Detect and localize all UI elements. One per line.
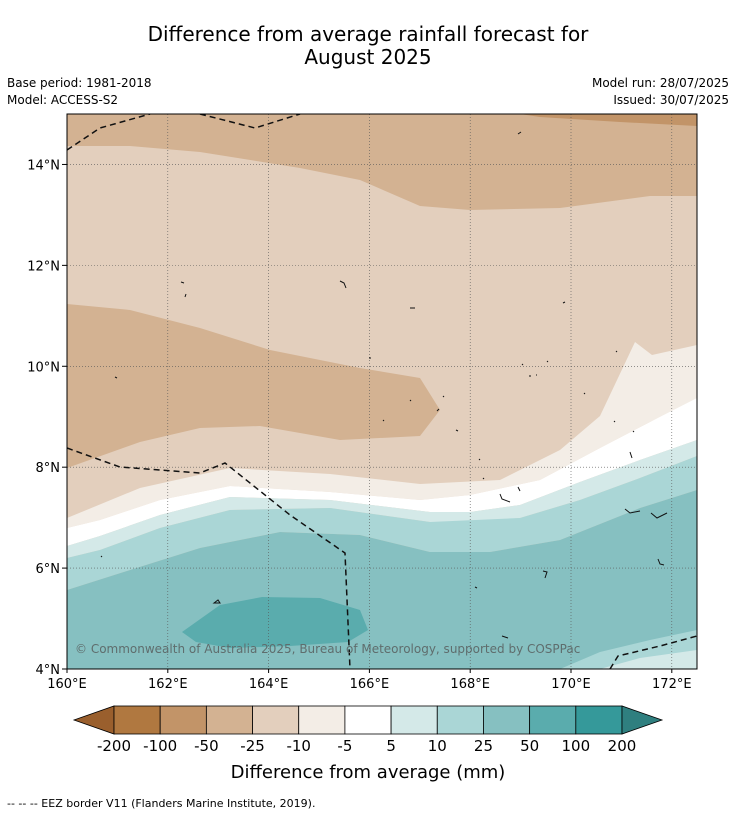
eez-footnote: -- -- -- EEZ border V11 (Flanders Marine…	[7, 797, 316, 810]
island-outline	[100, 555, 548, 639]
colorbar-high-extension	[621, 705, 664, 735]
island-outline	[180, 280, 347, 298]
colorbar-swatch	[575, 705, 623, 735]
eez-border-segment	[67, 447, 351, 669]
longitude-tick-label: 170°E	[551, 677, 591, 692]
colorbar-tick-label: 5	[386, 737, 396, 755]
contour-band-south-5-10	[600, 650, 697, 669]
longitude-tick-label: 164°E	[249, 677, 289, 692]
colorbar-tick-label: 50	[520, 737, 539, 755]
map-figure: © Commonwealth of Australia 2025, Bureau…	[27, 113, 698, 783]
latitude-axis: 14°N 12°N 10°N 8°N 6°N 4°N	[27, 158, 67, 678]
longitude-axis: 160°E 162°E 164°E 166°E 168°E 170°E 172°E	[47, 669, 692, 692]
eez-border-segment	[67, 114, 151, 151]
map-gridlines	[67, 114, 697, 669]
colorbar-swatch	[205, 705, 253, 735]
latitude-tick-label: 14°N	[27, 158, 60, 173]
colorbar-swatch	[298, 705, 346, 735]
colorbar-label: Difference from average (mm)	[231, 762, 506, 783]
contour-band-minus5-minus10	[67, 342, 697, 528]
colorbar-swatch	[529, 705, 577, 735]
latitude-tick-label: 4°N	[36, 663, 61, 678]
map-frame	[66, 113, 698, 670]
colorbar-tick-label: -50	[194, 737, 219, 755]
contour-band-north-minus25-minus50	[67, 114, 697, 210]
eez-border-lines	[67, 114, 697, 669]
longitude-tick-label: 172°E	[652, 677, 692, 692]
colorbar-tick-label: 10	[428, 737, 447, 755]
colorbar-tick-label: 100	[561, 737, 590, 755]
model-run-label: Model run: 28/07/2025	[591, 76, 729, 90]
issued-label: Issued: 30/07/2025	[613, 93, 729, 107]
colorbar-tick-label: -10	[286, 737, 311, 755]
model-label: Model: ACCESS-S2	[7, 93, 119, 107]
island-outline	[382, 395, 459, 432]
island-outline	[521, 360, 586, 395]
base-period-label: Base period: 1981-2018	[7, 76, 152, 90]
colorbar-swatch	[159, 705, 207, 735]
colorbar: -200 -100 -50 -25 -10 -5 5 10 25 50 100 200	[72, 705, 664, 755]
colorbar-swatch	[436, 705, 484, 735]
colorbar-tick-label: -200	[97, 737, 131, 755]
contour-band-10-25	[67, 456, 697, 590]
colorbar-swatch	[483, 705, 531, 735]
colorbar-tick-label: -100	[143, 737, 177, 755]
colorbar-tick-label: -5	[337, 737, 352, 755]
colorbar-swatch	[252, 705, 300, 735]
colorbar-swatch	[390, 705, 438, 735]
island-outline	[517, 131, 618, 353]
island-outlines	[100, 131, 668, 639]
map-title-line2: August 2025	[304, 45, 432, 69]
rainfall-contour-map: © Commonwealth of Australia 2025, Bureau…	[67, 114, 697, 669]
contour-band-northeast-minus50-minus100	[520, 114, 697, 126]
latitude-tick-label: 10°N	[27, 360, 60, 375]
contour-band-50-100	[182, 597, 368, 648]
contour-band-west-minus25-minus50	[67, 304, 440, 468]
longitude-tick-label: 162°E	[148, 677, 188, 692]
latitude-tick-label: 12°N	[27, 259, 60, 274]
island-outline	[114, 307, 415, 379]
colorbar-tick-label: 200	[608, 737, 637, 755]
colorbar-low-extension	[72, 705, 115, 735]
longitude-tick-label: 168°E	[450, 677, 490, 692]
island-outline	[624, 508, 668, 566]
colorbar-swatch	[113, 705, 161, 735]
longitude-tick-label: 166°E	[350, 677, 390, 692]
latitude-tick-label: 6°N	[36, 562, 61, 577]
island-outline	[478, 420, 635, 503]
colorbar-tick-label: 25	[474, 737, 493, 755]
colorbar-swatch	[344, 705, 392, 735]
colorbar-tick-label: -25	[240, 737, 265, 755]
latitude-tick-label: 8°N	[36, 461, 61, 476]
longitude-tick-label: 160°E	[47, 677, 87, 692]
map-title-line1: Difference from average rainfall forecas…	[147, 22, 589, 46]
copyright-notice: © Commonwealth of Australia 2025, Bureau…	[75, 642, 580, 656]
